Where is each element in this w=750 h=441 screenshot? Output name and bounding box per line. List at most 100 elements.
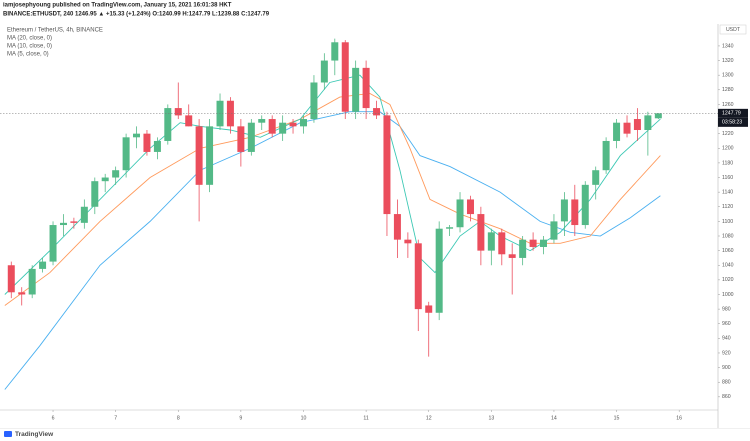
last-price-box xyxy=(718,108,748,118)
legend-entry: MA (10, close, 0) xyxy=(7,44,52,50)
y-tick-label: 1220 xyxy=(722,131,734,137)
x-tick-label: 15 xyxy=(614,415,620,421)
candle-body xyxy=(383,115,391,215)
y-tick-label: 1320 xyxy=(722,58,734,64)
candle-body xyxy=(268,119,276,134)
legend-entry: MA (5, close, 0) xyxy=(7,52,49,58)
x-tick-label: 14 xyxy=(551,415,557,421)
candle-body xyxy=(299,119,307,127)
candle-body xyxy=(613,122,621,141)
countdown: 03:58:23 xyxy=(722,120,742,126)
y-tick-label: 1040 xyxy=(722,263,734,269)
candle-body xyxy=(80,206,88,223)
candle-body xyxy=(435,228,443,313)
x-tick-label: 6 xyxy=(52,415,55,421)
candle-body xyxy=(18,292,26,295)
x-tick-label: 16 xyxy=(676,415,682,421)
y-tick-label: 1080 xyxy=(722,233,734,239)
tv-logo xyxy=(4,431,12,437)
candle-body xyxy=(164,108,172,141)
candle-body xyxy=(487,232,495,251)
candle-body xyxy=(206,126,214,185)
axis-unit: USDT xyxy=(726,27,741,33)
y-tick-label: 980 xyxy=(722,306,731,312)
y-tick-label: 1020 xyxy=(722,277,734,283)
candle-body xyxy=(571,199,579,226)
candle-body xyxy=(331,42,339,61)
candle-body xyxy=(352,67,360,112)
candle-body xyxy=(153,140,161,152)
candle-body xyxy=(310,82,318,120)
last-price-label: 1247.79 xyxy=(722,111,741,117)
moving-average xyxy=(4,92,661,306)
y-tick-label: 1340 xyxy=(722,43,734,49)
candle-body xyxy=(174,108,182,116)
candle-body xyxy=(59,222,67,226)
candle-body xyxy=(539,239,547,247)
candle-body xyxy=(132,133,140,138)
candle-body xyxy=(237,126,245,152)
candle-body xyxy=(185,115,193,127)
candle-body xyxy=(70,221,78,223)
author-line: iamjosephyoung published on TradingView.… xyxy=(3,3,232,9)
candle-body xyxy=(320,60,328,83)
candle-body xyxy=(633,119,641,131)
y-tick-label: 1260 xyxy=(722,102,734,108)
candle-body xyxy=(279,122,287,134)
candle-body xyxy=(393,214,401,240)
candle-body xyxy=(289,122,297,127)
candle-body xyxy=(341,42,349,112)
y-tick-label: 960 xyxy=(722,321,731,327)
candles xyxy=(7,38,662,357)
y-tick-label: 920 xyxy=(722,350,731,356)
y-tick-label: 860 xyxy=(722,394,731,400)
candle-body xyxy=(362,67,370,109)
candle-body xyxy=(122,137,130,171)
candle-body xyxy=(112,170,120,178)
candle-body xyxy=(247,122,255,152)
candle-body xyxy=(550,221,558,240)
candle-body xyxy=(477,214,485,251)
x-tick-label: 8 xyxy=(177,415,180,421)
candle-body xyxy=(602,140,610,171)
y-tick-label: 1000 xyxy=(722,292,734,298)
candle-body xyxy=(425,305,433,313)
y-tick-label: 1060 xyxy=(722,248,734,254)
y-tick-label: 880 xyxy=(722,380,731,386)
y-tick-label: 900 xyxy=(722,365,731,371)
candle-body xyxy=(28,268,36,295)
x-tick-label: 13 xyxy=(488,415,494,421)
candle-body xyxy=(508,254,516,258)
countdown-box xyxy=(718,117,748,127)
y-tick-label: 940 xyxy=(722,336,731,342)
candle-body xyxy=(529,239,537,247)
y-tick-label: 1100 xyxy=(722,219,733,225)
candle-body xyxy=(654,113,662,119)
candle-body xyxy=(498,232,506,255)
x-tick-label: 12 xyxy=(426,415,432,421)
candle-body xyxy=(195,126,203,185)
y-tick-label: 1140 xyxy=(722,190,733,196)
candle-body xyxy=(644,115,652,131)
x-tick-label: 10 xyxy=(301,415,307,421)
candle-body xyxy=(592,170,600,185)
y-tick-label: 1280 xyxy=(722,87,734,93)
unit-box xyxy=(719,24,747,35)
chart-title: Ethereum / TetherUS, 4h, BINANCE xyxy=(7,28,103,34)
candle-body xyxy=(258,119,266,123)
x-tick-label: 9 xyxy=(239,415,242,421)
candle-body xyxy=(623,122,631,134)
x-tick-label: 7 xyxy=(114,415,117,421)
candle-body xyxy=(101,177,109,182)
y-tick-label: 1120 xyxy=(722,204,733,210)
y-tick-label: 1300 xyxy=(722,73,734,79)
candle-body xyxy=(91,181,99,207)
legend-entry: MA (20, close, 0) xyxy=(7,36,52,42)
candle-body xyxy=(404,239,412,244)
candle-body xyxy=(39,261,47,269)
candle-body xyxy=(446,227,454,229)
candle-body xyxy=(456,199,464,228)
